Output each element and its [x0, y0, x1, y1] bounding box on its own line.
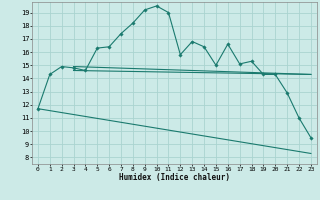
X-axis label: Humidex (Indice chaleur): Humidex (Indice chaleur)	[119, 173, 230, 182]
